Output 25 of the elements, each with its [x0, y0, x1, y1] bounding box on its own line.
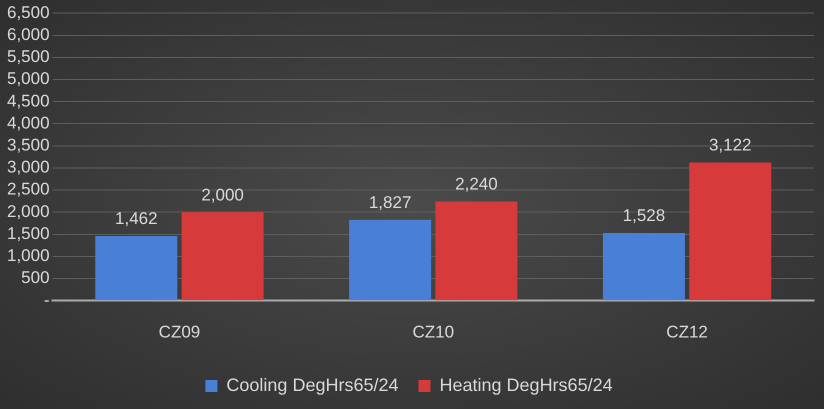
data-label: 2,240: [455, 174, 498, 194]
y-tick-label: 1,000: [6, 246, 50, 266]
data-label: 1,528: [622, 206, 666, 226]
y-tick-label: 500: [21, 268, 50, 288]
y-tick-label: 4,500: [6, 91, 50, 110]
data-label: 2,000: [201, 185, 244, 204]
y-tick-label: 5,500: [6, 47, 50, 66]
y-tick-label: 6,000: [6, 24, 50, 44]
y-tick-label: 1,500: [6, 224, 50, 243]
legend-label: Cooling DegHrs65/24: [226, 374, 399, 395]
y-tick-label: 5,000: [6, 69, 50, 88]
x-tick-label: CZ12: [666, 322, 708, 342]
y-tick-label: 4,000: [6, 113, 50, 132]
x-tick-label: CZ10: [412, 322, 454, 342]
legend-label: Heating DegHrs65/24: [440, 374, 613, 395]
x-tick-label: CZ09: [158, 322, 200, 342]
y-tick-label: 6,500: [6, 2, 50, 22]
y-tick-label: 3,500: [6, 136, 50, 155]
data-label: 1,462: [115, 209, 158, 228]
y-tick-label: 2,000: [6, 202, 50, 221]
y-tick-label: -: [44, 290, 50, 310]
y-tick-label: 2,500: [6, 180, 50, 199]
data-label: 3,122: [708, 136, 752, 155]
y-tick-label: 3,000: [6, 158, 50, 177]
data-label: 1,827: [368, 193, 412, 212]
